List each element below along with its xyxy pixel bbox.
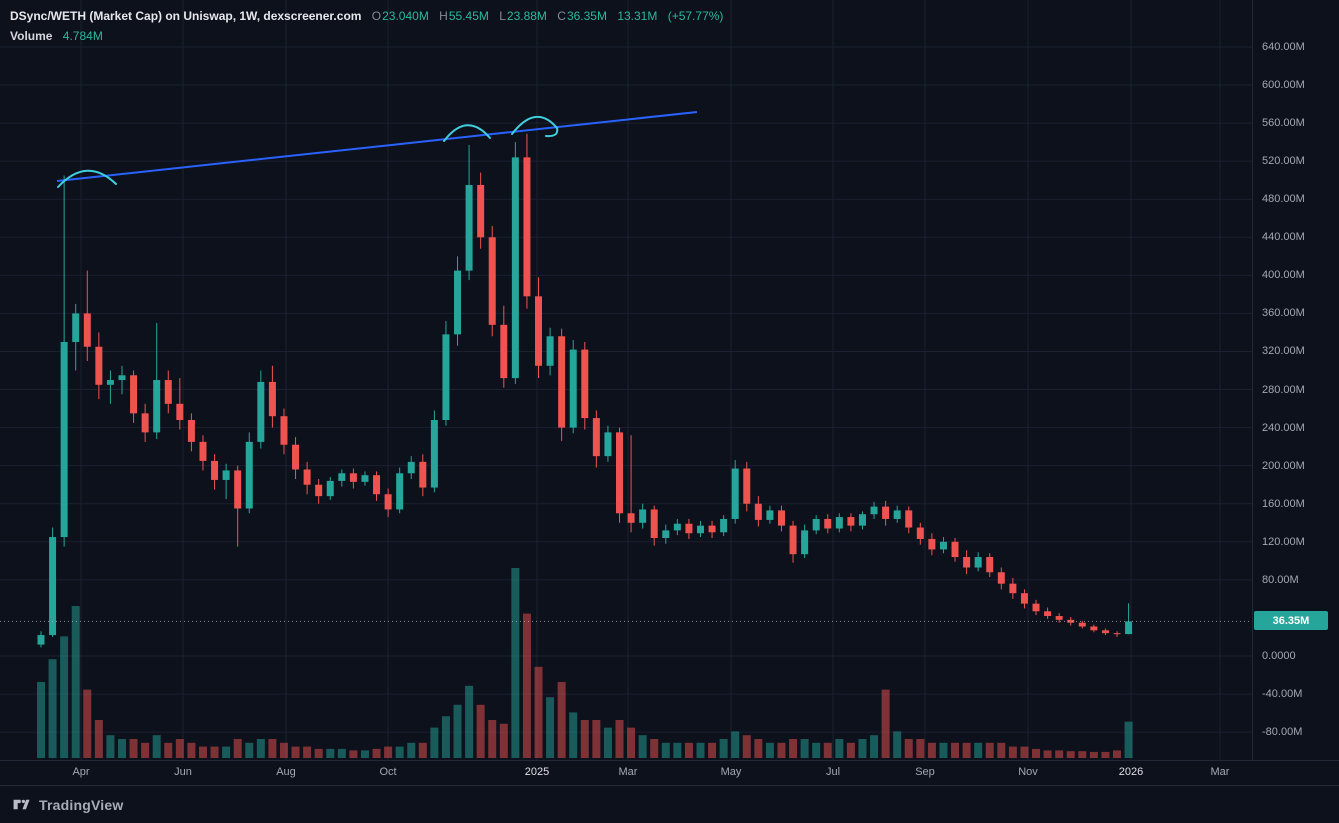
time-tick-label: May [720,766,742,778]
change-absolute: 13.31M [617,9,658,23]
symbol-source[interactable]: dexscreener.com [263,9,362,23]
price-axis[interactable]: 36.35M 640.00M 600.00M 560.00M 520.00M 480.0… [1252,0,1339,760]
volume-label: Volume [10,29,53,43]
time-tick-label: Jul [825,766,841,778]
price-tick-label: 280.00M [1262,383,1305,396]
candles [37,133,1133,648]
tradingview-logo[interactable] [12,795,31,814]
price-tick-label: 440.00M [1262,231,1305,244]
current-price-badge: 36.35M [1254,611,1328,631]
price-tick-label: 200.00M [1262,459,1305,472]
tradingview-brand[interactable]: TradingView [39,796,124,813]
ohlc-low: L23.88M [499,9,547,23]
time-tick-label: Aug [276,766,296,778]
time-tick-label: Mar [618,766,638,778]
volume-value: 4.784M [62,29,103,43]
price-chart[interactable]: DSync/WETH (Market Cap) on Uniswap, 1W, … [0,0,1252,760]
price-tick-label: 520.00M [1262,155,1305,168]
time-tick-label: Apr [72,766,90,778]
price-tick-label: 600.00M [1262,79,1305,92]
time-tick-label: Nov [1018,766,1038,778]
ohlc-high: H55.45M [439,9,489,23]
chart-canvas[interactable] [0,0,1252,760]
symbol-title[interactable]: DSync/WETH (Market Cap) on Uniswap, 1W, [10,9,261,23]
price-tick-label: 240.00M [1262,421,1305,434]
time-tick-label: Jun [174,766,192,778]
price-tick-label: 0.0000 [1262,650,1296,662]
time-tick-label: 2026 [1118,766,1144,778]
footer-bar: TradingView [0,785,1339,823]
time-tick-label: Sep [915,766,935,778]
price-tick-label: 560.00M [1262,117,1305,130]
time-tick-label: 2025 [524,766,550,778]
time-tick-label: Mar [1210,766,1230,778]
price-tick-label: 360.00M [1262,307,1305,320]
ohlc-close: C36.35M [557,9,607,23]
volume-bars [37,568,1133,758]
change-percent: (+57.77%) [667,9,724,23]
price-tick-label: 120.00M [1262,535,1305,548]
price-tick-label: -80.00M [1262,726,1303,739]
arc-annotations[interactable] [57,116,559,188]
price-tick-label: 400.00M [1262,269,1305,282]
price-tick-label: 480.00M [1262,193,1305,206]
trendline-annotation[interactable] [56,111,698,182]
price-tick-label: 640.00M [1262,40,1305,53]
price-tick-label: 320.00M [1262,345,1305,358]
price-tick-label: 80.00M [1262,573,1299,586]
ohlc-open: O23.040M [371,9,429,23]
time-tick-label: Oct [379,766,397,778]
time-axis[interactable]: Apr Jun Aug Oct 2025 Mar May Jul Sep Nov 2026 Mar [0,760,1339,786]
legend: DSync/WETH (Market Cap) on Uniswap, 1W, … [10,8,723,48]
grid-lines [0,0,1252,760]
price-tick-label: 160.00M [1262,497,1305,510]
price-tick-label: -40.00M [1262,688,1303,701]
